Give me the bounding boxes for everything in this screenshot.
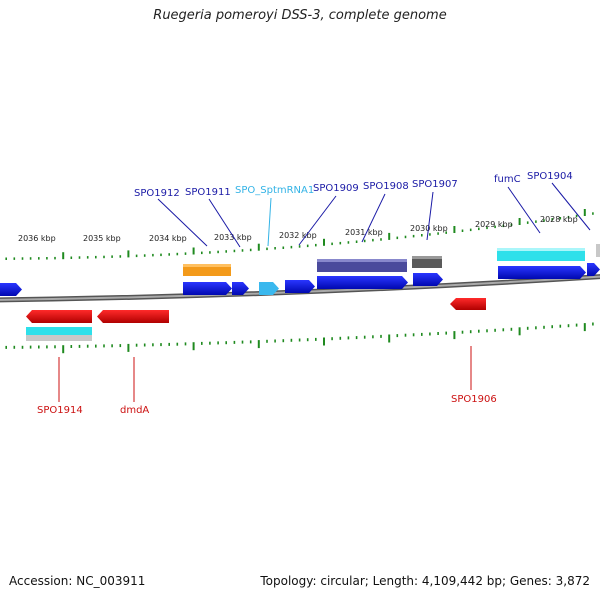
callout-line-spo1911 [208,198,241,248]
gene-feature-cyan[interactable] [497,248,585,261]
callout-line-spo1912 [157,198,208,247]
callout-line-spo-sptmrna1 [267,197,272,247]
scale-label-2036: 2036 kbp [18,234,56,243]
gene-feature-slate[interactable] [317,259,407,272]
gene-feature-gray-highlight [412,256,442,259]
gene-feature-cyan-highlight [497,248,585,251]
cds-spo1908[interactable] [317,276,408,289]
label-spo1909[interactable]: SPO1909 [313,183,359,194]
gene-feature-slate-highlight [317,259,407,262]
label-spo1914[interactable]: SPO1914 [37,405,83,416]
scale-label-2035: 2035 kbp [83,234,121,243]
label-fumc[interactable]: fumC [494,174,521,185]
top-label-callouts: SPO1912 SPO1911 SPO_SptmRNA1 SPO1909 SPO… [134,171,591,248]
label-spo1906[interactable]: SPO1906 [451,394,497,405]
scale-label-2034: 2034 kbp [149,234,187,243]
inner-scale-ticks [5,322,594,354]
cds-spo1911[interactable] [232,282,249,295]
outer-scale-ticks [5,209,594,260]
scale-label-2032: 2032 kbp [279,231,317,240]
scale-label-2029: 2029 kbp [475,220,513,229]
genome-summary-text: Topology: circular; Length: 4,109,442 bp… [260,574,590,588]
cds-spo1904[interactable] [587,263,600,276]
map-title: Ruegeria pomeroyi DSS-3, complete genome [153,8,447,23]
bottom-label-callouts: SPO1914 dmdA SPO1906 [37,346,497,416]
callout-line-spo1904 [551,182,591,231]
cds-spo1907[interactable] [413,273,443,286]
gene-feature-edge-gray[interactable] [596,244,600,257]
scale-labels: 2036 kbp 2035 kbp 2034 kbp 2033 kbp 2032… [18,215,578,243]
callout-line-spo1907 [426,191,434,241]
cds-spo1906[interactable] [450,298,486,310]
label-spo1912[interactable]: SPO1912 [134,188,180,199]
cds-forward-edge-left[interactable] [0,283,22,296]
label-spo1907[interactable]: SPO1907 [412,179,458,190]
gene-feature-orange-highlight [183,264,231,267]
trna-spo-sptmrna1[interactable] [259,282,279,295]
feature-track-upper [183,244,600,276]
gene-feature-cyan-lower[interactable] [26,327,92,335]
label-spo1904[interactable]: SPO1904 [527,171,573,182]
cds-spo1909[interactable] [285,280,315,293]
cds-spo1912[interactable] [183,282,232,295]
callout-line-fumc [507,186,541,234]
callout-line-spo1909 [298,195,337,246]
label-spo-sptmrna1[interactable]: SPO_SptmRNA1 [235,185,314,196]
cds-dmda[interactable] [97,310,169,323]
cds-fumc[interactable] [498,266,586,279]
scale-label-2031: 2031 kbp [345,228,383,237]
callout-line-spo1908 [361,193,386,243]
label-spo1908[interactable]: SPO1908 [363,181,409,192]
scale-label-2028: 2028 kbp [540,215,578,224]
reverse-cds-track [26,298,486,323]
accession-text: Accession: NC_003911 [9,574,146,588]
gene-feature-lightgray-lower[interactable] [26,335,92,341]
scale-label-2033: 2033 kbp [214,233,252,242]
label-spo1911[interactable]: SPO1911 [185,187,231,198]
feature-track-lower [26,327,92,341]
cds-spo1914[interactable] [26,310,92,323]
label-dmda[interactable]: dmdA [120,405,149,416]
forward-cds-track [0,263,600,296]
